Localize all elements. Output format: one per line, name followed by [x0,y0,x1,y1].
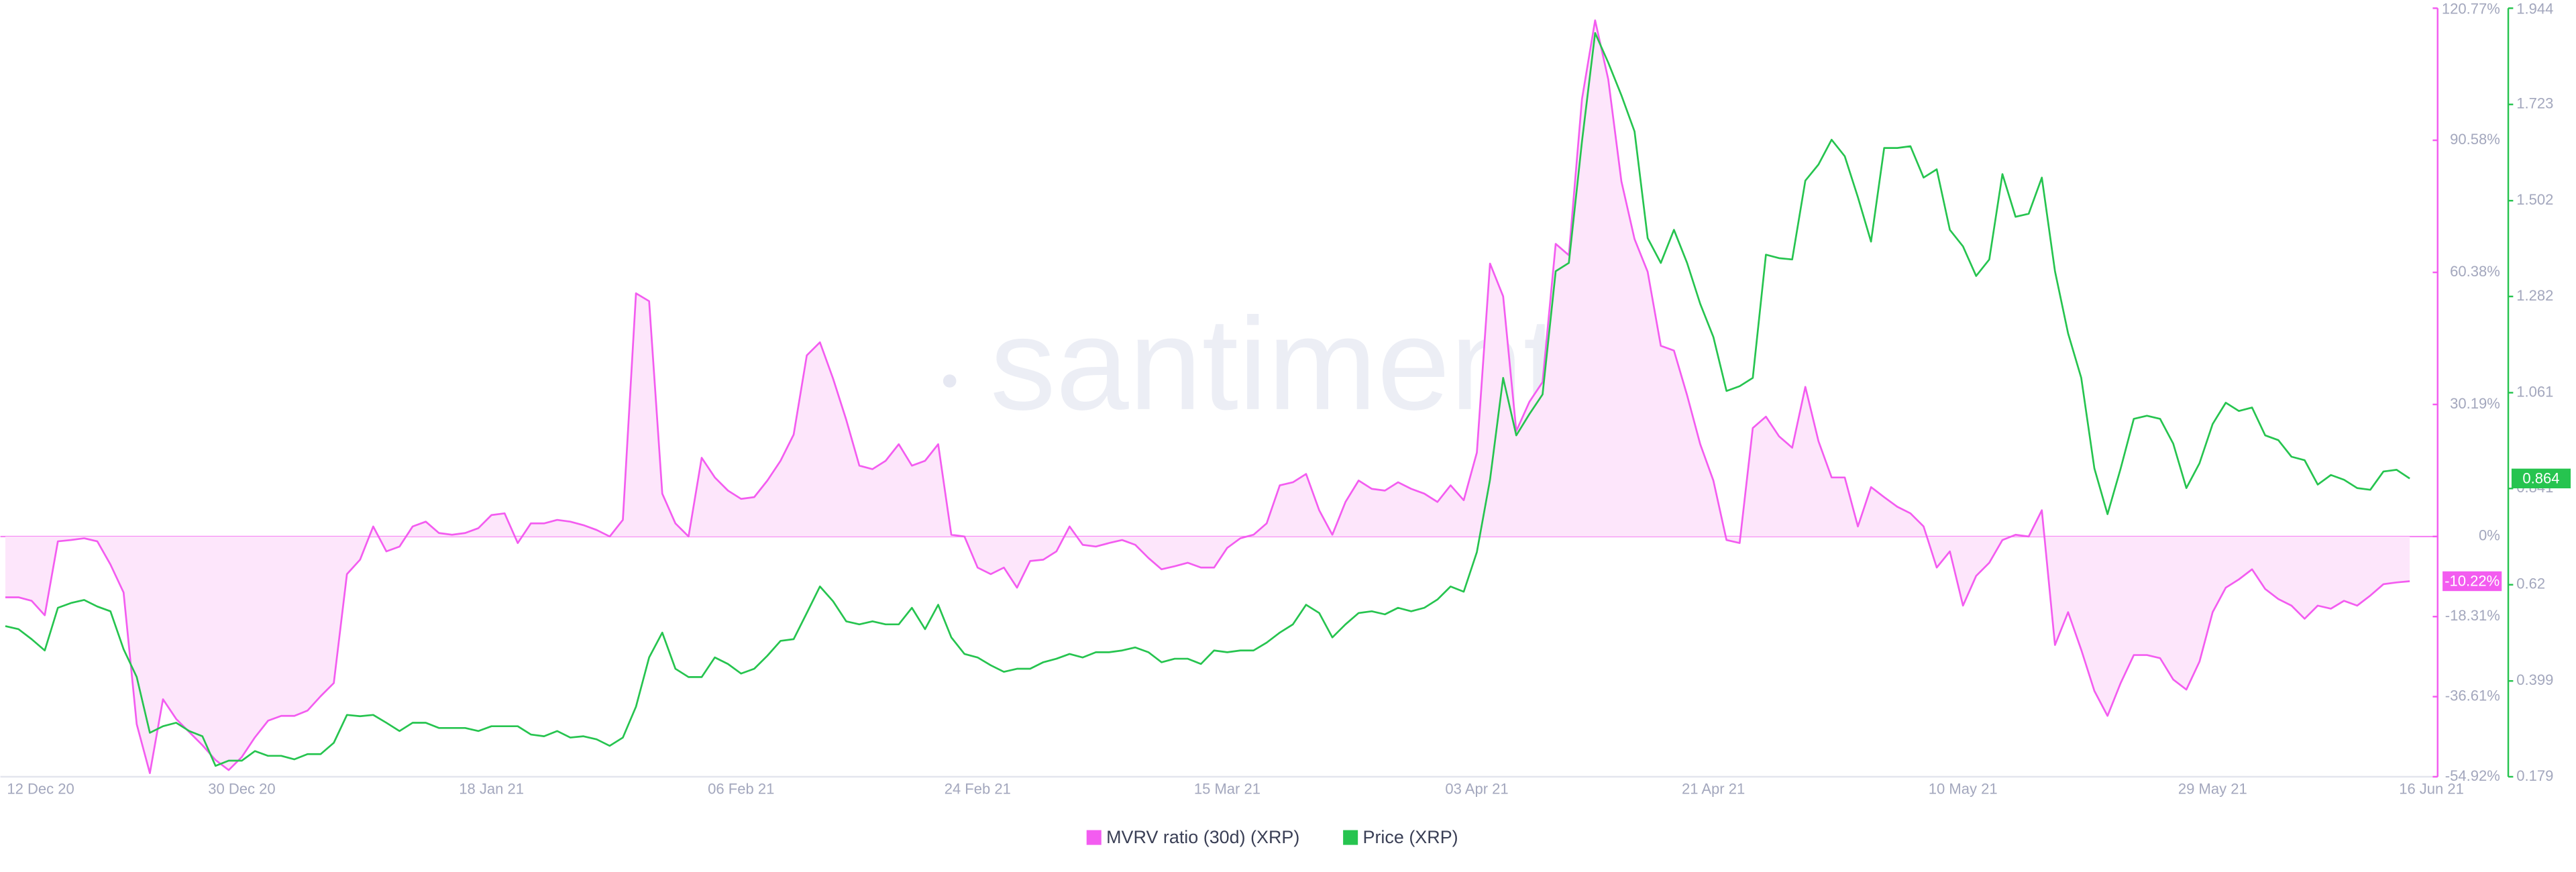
y-tick-label: 30.19% [2450,395,2500,412]
area [5,20,2410,773]
x-tick-label: 12 Dec 20 [7,780,74,797]
y-tick-label: 0% [2479,527,2500,544]
y-tick-label: 90.58% [2450,131,2500,148]
x-tick-label: 24 Feb 21 [945,780,1011,797]
value-badge-label: 0.864 [2522,470,2559,486]
y-tick-label: 120.77% [2442,1,2500,17]
y2-tick-label: 0.399 [2516,671,2553,688]
x-tick-label: 15 Mar 21 [1194,780,1260,797]
watermark-dot [943,374,957,388]
legend-swatch [1086,830,1102,845]
legend: MVRV ratio (30d) (XRP) Price (XRP) [1086,827,1458,847]
x-tick-label: 29 May 21 [2178,780,2247,797]
x-tick-label: 10 May 21 [1929,780,1998,797]
x-tick-label: 21 Apr 21 [1682,780,1745,797]
value-badge [2443,571,2502,592]
legend-label: Price (XRP) [1363,827,1458,847]
x-tick-label: 18 Jan 21 [459,780,524,797]
value-badge [2511,468,2571,489]
y2-tick-label: 0.62 [2516,576,2545,592]
line [5,19,2410,775]
y-tick-label: -54.92% [2445,767,2500,784]
x-tick-label: 30 Dec 20 [208,780,275,797]
y2-tick-label: 1.502 [2516,191,2553,208]
line [5,32,2410,767]
y2-tick-label: 0.179 [2516,767,2553,784]
y-tick-label: -36.61% [2445,687,2500,704]
y-tick-label: -18.31% [2445,607,2500,624]
y2-tick-label: 1.944 [2516,1,2553,17]
y2-tick-label: 1.282 [2516,287,2553,304]
x-tick-label: 16 Jun 21 [2399,780,2464,797]
y2-tick-label: 1.061 [2516,383,2553,400]
watermark: santiment [943,290,1610,437]
y-tick-label: 60.38% [2450,263,2500,280]
x-tick-label: 03 Apr 21 [1445,780,1508,797]
watermark-text: santiment [990,290,1560,437]
x-tick-label: 06 Feb 21 [708,780,774,797]
y2-tick-label: 1.723 [2516,95,2553,112]
legend-label: MVRV ratio (30d) (XRP) [1106,827,1299,847]
legend-swatch [1343,830,1358,845]
value-badge-label: -10.22% [2445,573,2500,590]
